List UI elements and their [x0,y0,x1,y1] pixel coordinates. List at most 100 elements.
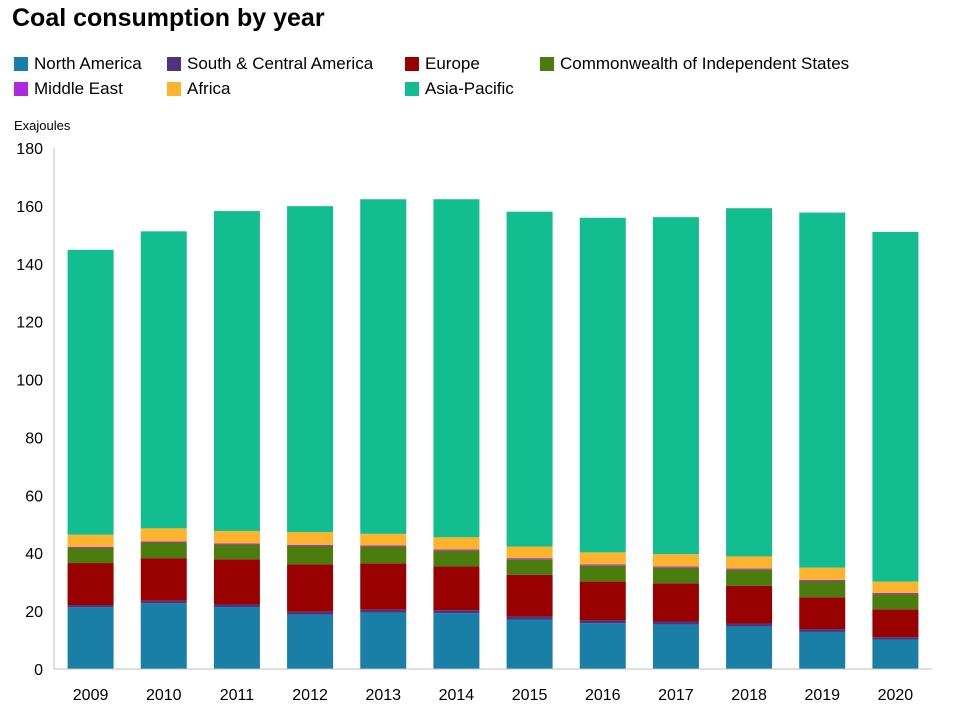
bar-segment [726,208,773,557]
legend-label: South & Central America [187,54,374,73]
bar-segment [287,611,334,615]
bar-segment [726,623,773,627]
x-tick-label: 2014 [439,687,475,704]
bar-segment [506,619,553,669]
bar-segment [360,546,407,564]
y-tick-label: 120 [16,315,43,332]
bar-segment [506,211,553,547]
y-tick-label: 0 [34,662,43,679]
legend-label: Europe [425,54,480,73]
bar-segment [67,563,114,606]
legend-item-cis: Commonwealth of Independent States [540,54,849,74]
bar-segment [872,637,919,640]
bar-segment [506,616,553,620]
x-tick-label: 2017 [658,687,694,704]
legend-swatch [167,57,181,71]
y-tick-label: 100 [16,373,43,390]
y-tick-label: 80 [25,430,43,447]
bar-segment [799,567,846,580]
bar-segment [652,217,699,555]
bar-segment [287,545,334,565]
bar-segment [799,631,846,669]
bar-segment [140,558,187,601]
bar-segment [579,552,626,565]
bar-segment [433,537,480,550]
bar-segment [433,550,480,567]
y-tick-label: 140 [16,257,43,274]
bar-segment [433,549,480,551]
x-tick-label: 2012 [292,687,328,704]
x-tick-label: 2010 [146,687,182,704]
bar-segment [652,621,699,625]
bar-segment [213,544,260,560]
x-tick-label: 2020 [878,687,914,704]
legend-item-asia-pacific: Asia-Pacific [405,79,514,99]
x-tick-label: 2016 [585,687,621,704]
bar-segment [799,581,846,598]
bar-segment [67,546,114,549]
bar-segment [67,249,114,535]
bar-segment [433,610,480,614]
bar-segment [287,614,334,669]
y-axis-ticks: 0 20 40 60 80 100 120 140 160 180 [16,141,43,679]
bar-segment [433,566,480,611]
bar-segment [67,534,114,547]
y-tick-label: 180 [16,141,43,158]
bars [67,199,919,669]
y-tick-label: 40 [25,546,43,563]
bar-segment [360,563,407,610]
bar-segment [506,574,553,617]
bar-segment [799,579,846,582]
chart-title: Coal consumption by year [12,4,325,32]
bar-segment [213,607,260,669]
bar-segment [140,541,187,543]
bar-segment [67,607,114,669]
bar-segment [579,581,626,621]
bar-segment [872,639,919,669]
x-tick-label: 2019 [804,687,840,704]
x-tick-label: 2009 [73,687,109,704]
bar-segment [506,558,553,560]
bar-segment [213,530,260,544]
bar-segment [67,605,114,608]
legend-label: North America [34,54,142,73]
bar-segment [652,554,699,567]
bar-segment [872,609,919,638]
bar-segment [579,565,626,582]
bar-segment [652,566,699,568]
bar-segment [140,528,187,542]
x-axis-ticks: 2009 2010 2011 2012 2013 2014 2015 2016 2017 2018… [73,687,914,704]
bar-segment [213,559,260,605]
bar-segment [799,597,846,630]
bar-segment [360,612,407,669]
bar-segment [579,620,626,624]
bar-segment [433,199,480,538]
bar-segment [652,583,699,622]
legend: North America South & Central America Eu… [14,54,974,104]
legend-swatch [405,57,419,71]
bar-segment [726,568,773,570]
legend-item-south-central-america: South & Central America [167,54,373,74]
bar-segment [360,533,407,546]
bar-segment [360,545,407,547]
bar-segment [287,564,334,612]
bar-segment [726,626,773,669]
legend-swatch [14,82,28,96]
x-tick-label: 2018 [731,687,767,704]
bar-segment [213,211,260,531]
bar-segment [799,629,846,632]
legend-swatch [405,82,419,96]
x-tick-label: 2015 [512,687,548,704]
y-axis-unit-label: Exajoules [14,118,71,133]
bar-segment [140,231,187,529]
bar-segment [872,594,919,610]
bar-segment [433,613,480,669]
bar-segment [213,604,260,608]
bar-segment [872,581,919,593]
legend-item-north-america: North America [14,54,142,74]
bar-segment [140,603,187,669]
x-tick-label: 2013 [365,687,401,704]
bar-segment [579,623,626,669]
legend-swatch [14,57,28,71]
